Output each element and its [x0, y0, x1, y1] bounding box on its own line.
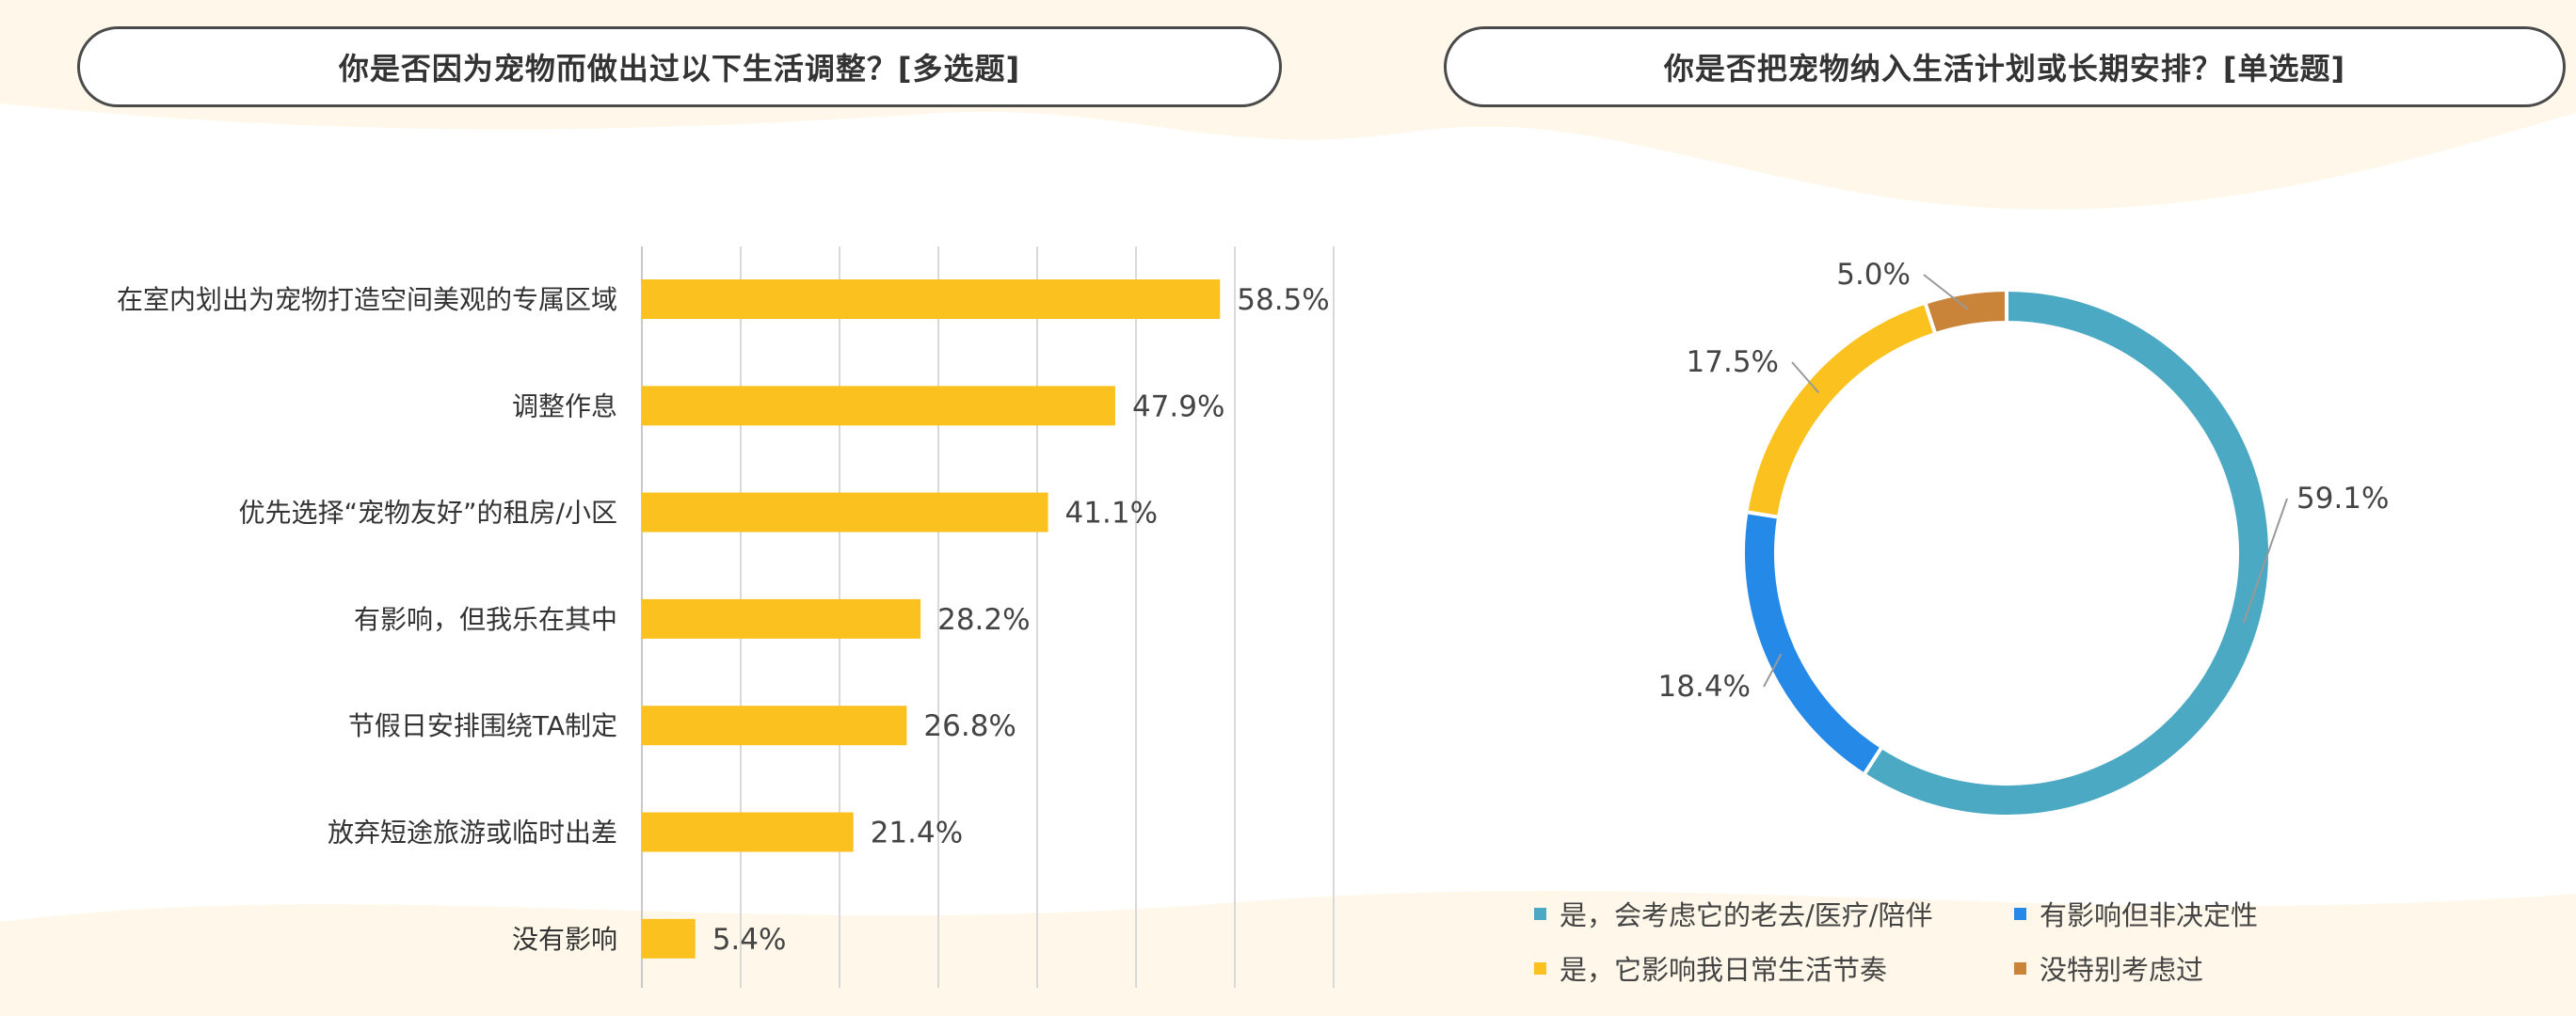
legend-swatch — [2014, 961, 2026, 975]
bar-value-label: 47.9% — [1132, 389, 1224, 423]
bar-category-label: 节假日安排围绕TA制定 — [348, 710, 617, 741]
bar-category-label: 在室内划出为宠物打造空间美观的专属区域 — [117, 284, 617, 315]
donut-chart-title: 你是否把宠物纳入生活计划或长期安排？[单选题] — [1444, 26, 2566, 107]
bar-value-label: 41.1% — [1065, 497, 1158, 531]
donut-chart: 59.1% 18.4% 17.5% 5.0% — [1658, 258, 2389, 818]
donut-value-label: 18.4% — [1658, 670, 1751, 704]
bar-category-label: 没有影响 — [512, 924, 617, 955]
legend-item: 是，它影响我日常生活节奏 — [1534, 948, 1887, 988]
donut-leader-line — [1791, 361, 1820, 394]
legend-swatch — [1534, 907, 1546, 920]
donut-slice — [1744, 300, 1938, 519]
bar — [642, 918, 696, 959]
legend-item: 没特别考虑过 — [2014, 948, 2203, 988]
donut-leader-line — [2242, 498, 2288, 624]
bar-value-label: 5.4% — [712, 923, 787, 957]
bar — [642, 706, 907, 746]
bar — [642, 598, 921, 639]
legend-label: 有影响但非决定性 — [2040, 899, 2259, 931]
legend-swatch — [1534, 961, 1546, 975]
donut-leader-line — [1923, 274, 1969, 310]
donut-value-label: 17.5% — [1687, 345, 1779, 379]
donut-legend: 是，会考虑它的老去/医疗/陪伴 有影响但非决定性 是，它影响我日常生活节奏 没特… — [1534, 894, 2569, 997]
bar-category-label: 有影响，但我乐在其中 — [354, 604, 617, 635]
donut-value-label: 5.0% — [1836, 258, 1911, 292]
bar — [642, 812, 854, 852]
legend-label: 没特别考虑过 — [2040, 954, 2204, 986]
bar-value-label: 26.8% — [923, 709, 1016, 743]
bar-chart-title: 你是否因为宠物而做出过以下生活调整？[多选题] — [77, 26, 1282, 107]
bar — [642, 386, 1115, 426]
bar-category-label: 调整作息 — [512, 390, 617, 421]
legend-item: 是，会考虑它的老去/医疗/陪伴 — [1534, 894, 1933, 933]
legend-item: 有影响但非决定性 — [2014, 894, 2258, 933]
legend-label: 是，会考虑它的老去/医疗/陪伴 — [1560, 899, 1933, 931]
donut-leader-line — [1763, 653, 1783, 688]
donut-value-label: 59.1% — [2296, 482, 2389, 516]
bar-value-label: 58.5% — [1237, 283, 1329, 317]
legend-swatch — [2014, 907, 2026, 920]
bar-value-label: 28.2% — [937, 603, 1030, 637]
donut-slice — [1861, 287, 2272, 818]
bar — [642, 492, 1048, 532]
bar-chart: 在室内划出为宠物打造空间美观的专属区域 58.5% 调整作息 47.9% 优先选择“宠物… — [117, 246, 1335, 988]
donut-slice — [1741, 509, 1885, 778]
donut-slice — [1922, 287, 2008, 337]
legend-label: 是，它影响我日常生活节奏 — [1560, 954, 1888, 986]
bar — [642, 279, 1221, 319]
bar-category-label: 优先选择“宠物友好”的租房/小区 — [239, 498, 617, 529]
bar-category-label: 放弃短途旅游或临时出差 — [328, 818, 617, 849]
bar-value-label: 21.4% — [871, 817, 963, 850]
